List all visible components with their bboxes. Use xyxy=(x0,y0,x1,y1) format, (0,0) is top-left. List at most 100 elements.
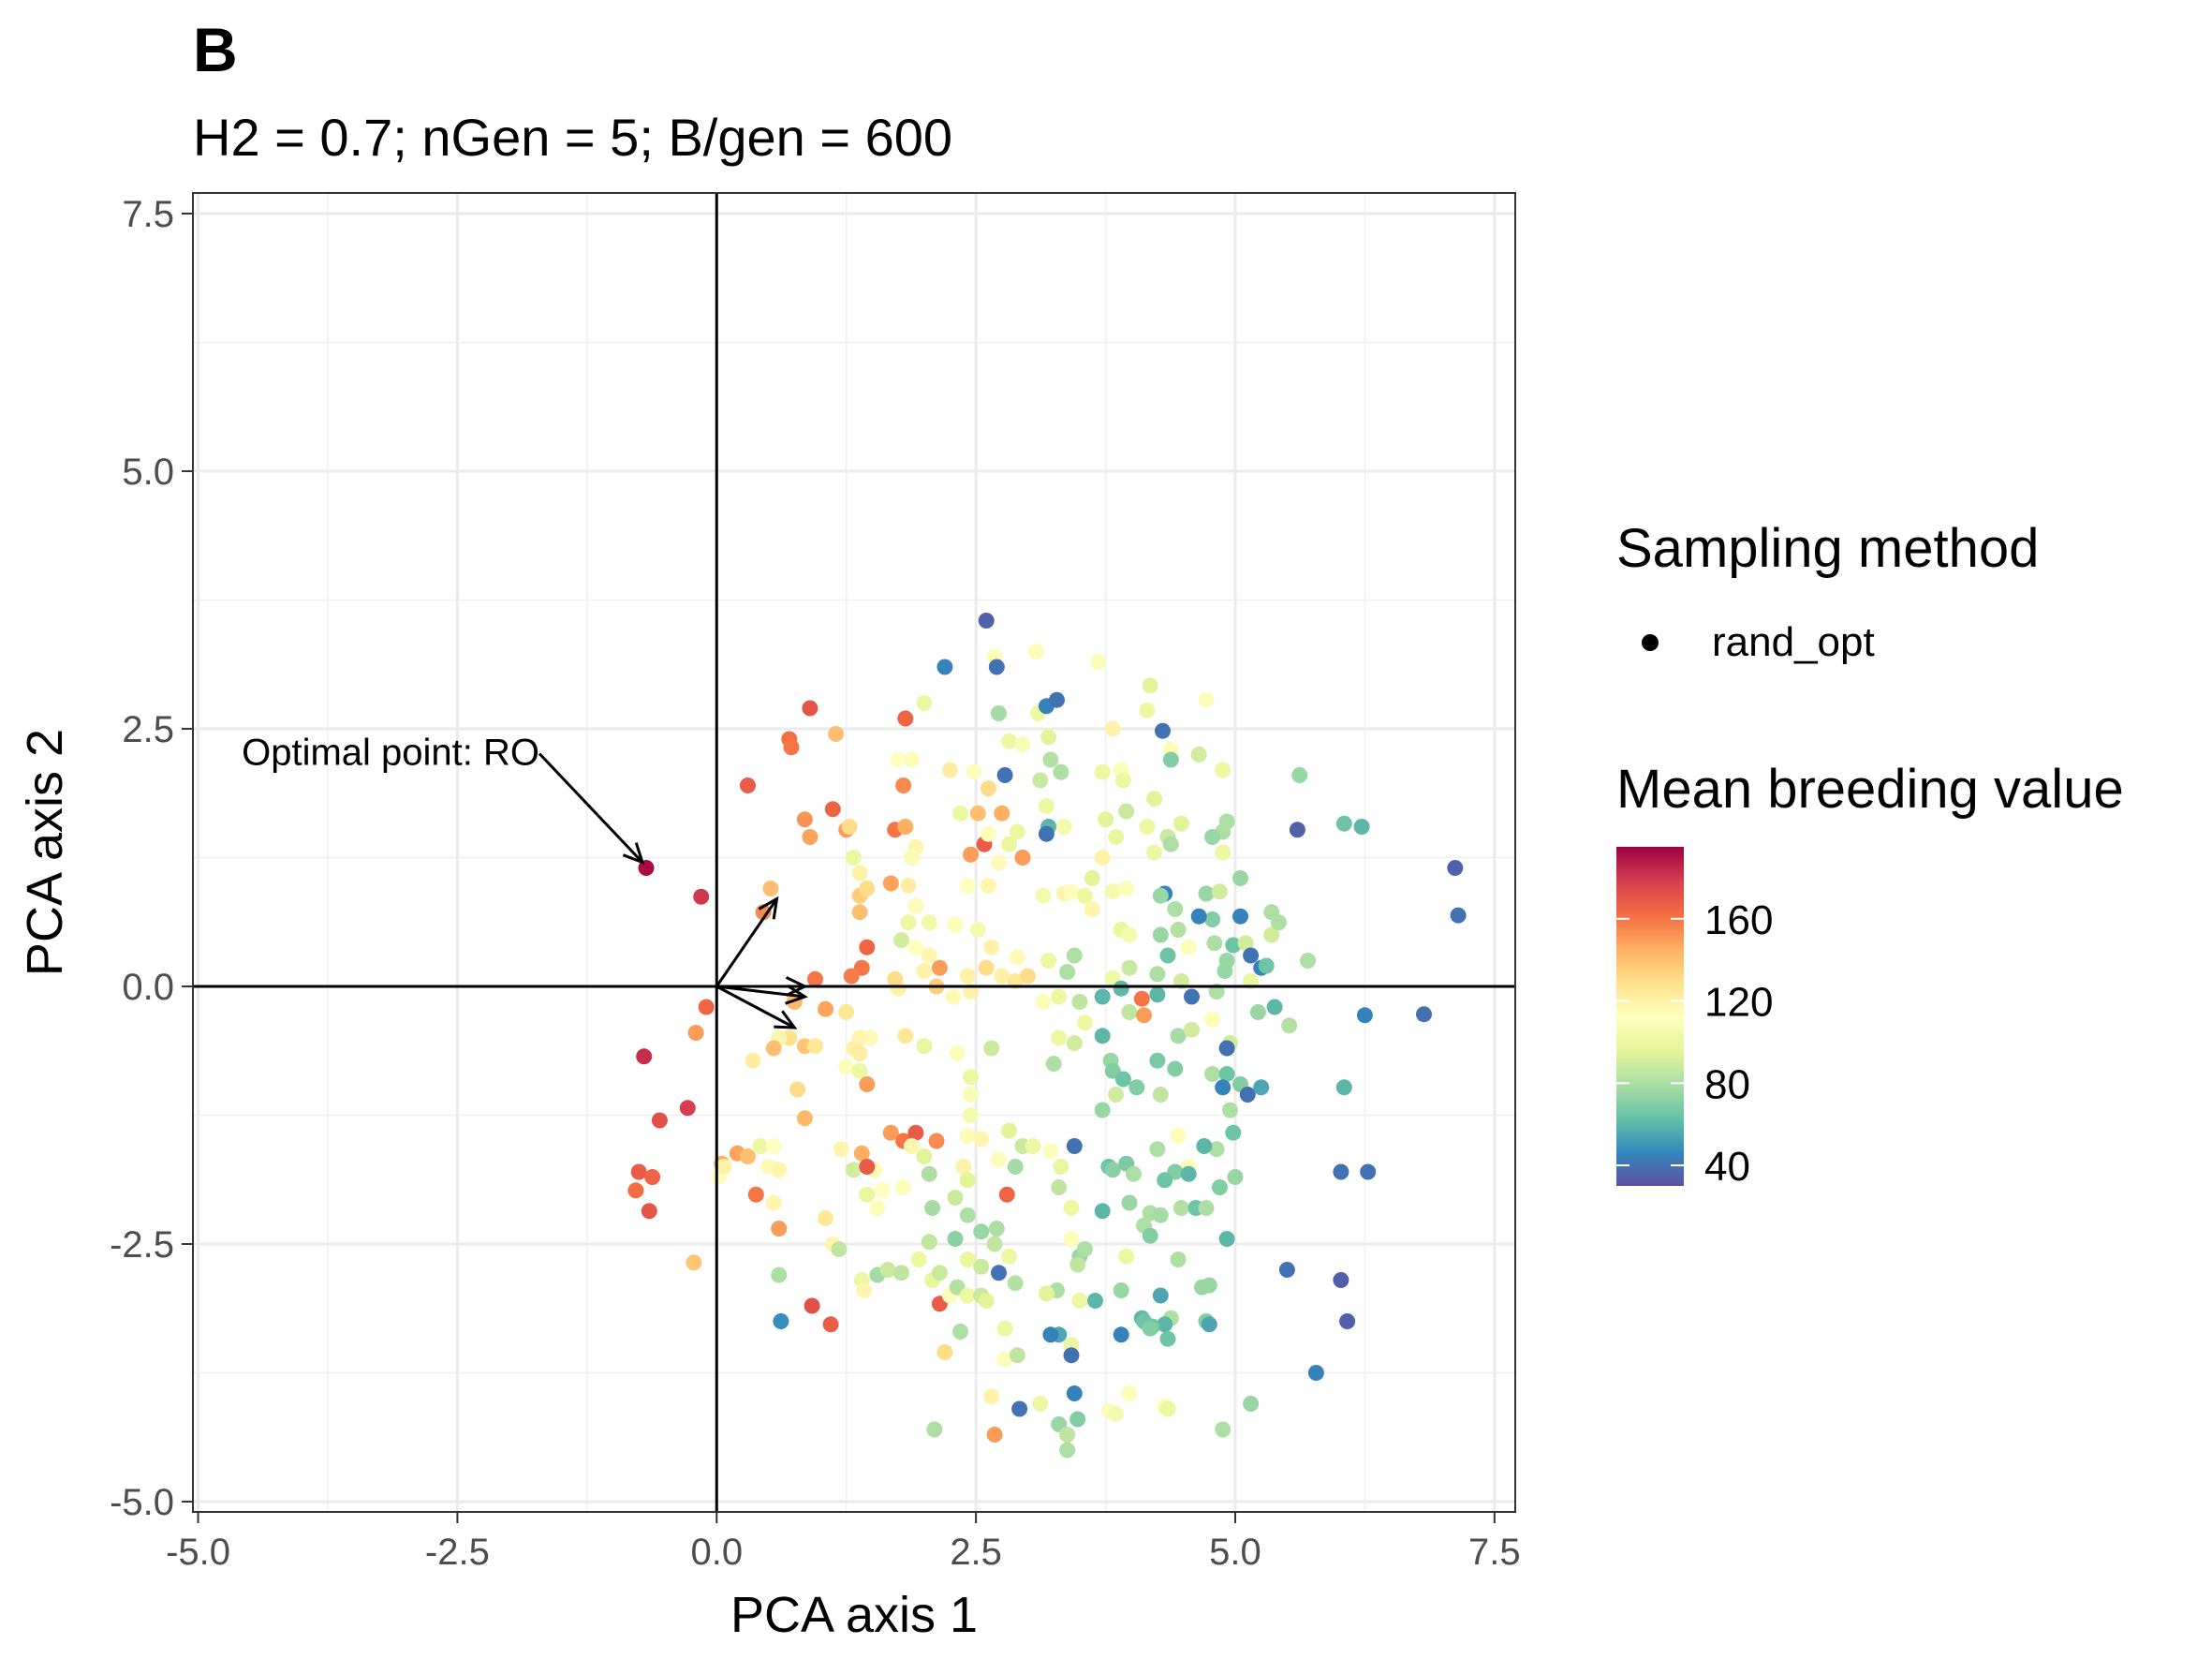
data-point xyxy=(771,1162,788,1178)
data-point xyxy=(1243,1396,1260,1412)
loading-arrow xyxy=(715,897,778,987)
data-point xyxy=(630,1163,647,1180)
data-point xyxy=(1066,1385,1083,1401)
data-point xyxy=(1035,887,1052,904)
data-point xyxy=(1066,947,1083,964)
loading-arrow-head xyxy=(758,896,779,920)
data-point xyxy=(916,695,933,711)
data-point xyxy=(1053,763,1069,780)
data-point xyxy=(745,1052,761,1069)
data-point xyxy=(895,778,912,793)
data-point xyxy=(1076,1241,1093,1257)
data-point xyxy=(1180,1165,1197,1182)
data-point xyxy=(1104,720,1121,737)
data-point xyxy=(947,1231,964,1247)
data-point xyxy=(1094,763,1111,780)
data-point xyxy=(1239,1087,1256,1103)
data-point xyxy=(1196,1138,1213,1154)
data-point xyxy=(1059,1427,1076,1443)
data-point xyxy=(1353,819,1370,835)
data-point xyxy=(1121,1385,1138,1401)
data-point xyxy=(897,819,914,835)
data-point xyxy=(931,959,948,976)
data-point xyxy=(875,1182,891,1199)
annotation-layer: Optimal point: RO xyxy=(242,733,645,866)
data-point xyxy=(1094,850,1111,866)
data-point xyxy=(1055,819,1072,835)
data-point xyxy=(1053,1159,1069,1175)
data-point xyxy=(1001,836,1018,852)
data-point xyxy=(845,1162,862,1178)
data-point xyxy=(900,877,917,894)
data-point xyxy=(1076,887,1093,904)
data-point xyxy=(1146,791,1163,807)
data-point xyxy=(1066,1035,1083,1051)
y-tick-label: 5.0 xyxy=(122,452,174,493)
data-point xyxy=(1059,1442,1076,1459)
data-point xyxy=(1090,654,1107,670)
data-point xyxy=(765,1194,782,1211)
data-point xyxy=(804,1297,820,1314)
annotation-arrow-head xyxy=(622,842,645,866)
data-point xyxy=(994,805,1010,822)
data-point xyxy=(838,1004,855,1020)
data-point xyxy=(1001,733,1018,749)
data-point xyxy=(715,1159,732,1175)
data-point xyxy=(879,1262,896,1278)
data-point xyxy=(892,1265,909,1281)
data-point xyxy=(1108,829,1125,845)
data-point xyxy=(1447,860,1464,876)
arrows-layer xyxy=(715,896,808,1029)
data-point xyxy=(963,1069,980,1086)
data-point xyxy=(978,613,995,629)
data-point xyxy=(851,904,868,921)
data-point xyxy=(1142,1227,1158,1244)
y-tick-label: 2.5 xyxy=(122,709,174,750)
data-point xyxy=(1014,850,1031,866)
data-point xyxy=(1208,1141,1225,1158)
data-point xyxy=(807,1038,823,1055)
data-point xyxy=(1218,1231,1235,1247)
data-point xyxy=(1009,1347,1025,1364)
data-point xyxy=(988,1221,1005,1237)
data-point xyxy=(969,922,986,938)
data-point xyxy=(1042,1143,1059,1160)
data-point xyxy=(904,850,920,866)
reference-lines xyxy=(193,193,1515,1512)
data-point xyxy=(1190,908,1207,925)
data-point xyxy=(802,829,818,845)
data-point xyxy=(1126,1165,1142,1182)
loading-arrow xyxy=(715,985,796,1029)
data-point xyxy=(973,1131,990,1148)
data-point xyxy=(796,811,813,828)
data-point xyxy=(1121,926,1138,943)
data-point xyxy=(931,1265,948,1281)
y-axis-title: PCA axis 2 xyxy=(17,729,73,976)
data-point xyxy=(636,1048,653,1065)
data-point xyxy=(936,659,953,675)
data-point xyxy=(1149,986,1166,1003)
data-point xyxy=(921,914,937,931)
data-point xyxy=(1215,1079,1231,1096)
data-point xyxy=(1159,947,1176,964)
data-point xyxy=(1258,957,1275,974)
data-point xyxy=(916,1148,933,1164)
data-point xyxy=(1108,1406,1125,1422)
data-point xyxy=(1152,1087,1169,1103)
data-point xyxy=(783,739,800,756)
data-point xyxy=(1227,1169,1244,1185)
colorbar xyxy=(1616,847,1684,1186)
data-point xyxy=(973,1223,990,1240)
data-point xyxy=(1159,1330,1176,1347)
data-point xyxy=(949,1045,966,1061)
annotation-arrow xyxy=(538,752,644,864)
data-point xyxy=(1108,1087,1125,1103)
data-point xyxy=(1218,1040,1235,1057)
data-point xyxy=(686,1254,702,1271)
data-point xyxy=(740,778,756,793)
data-point xyxy=(1198,1200,1215,1216)
data-point xyxy=(1289,822,1305,838)
grid-minor xyxy=(193,193,1515,1512)
data-point xyxy=(904,1138,920,1154)
data-point xyxy=(1172,1200,1189,1216)
